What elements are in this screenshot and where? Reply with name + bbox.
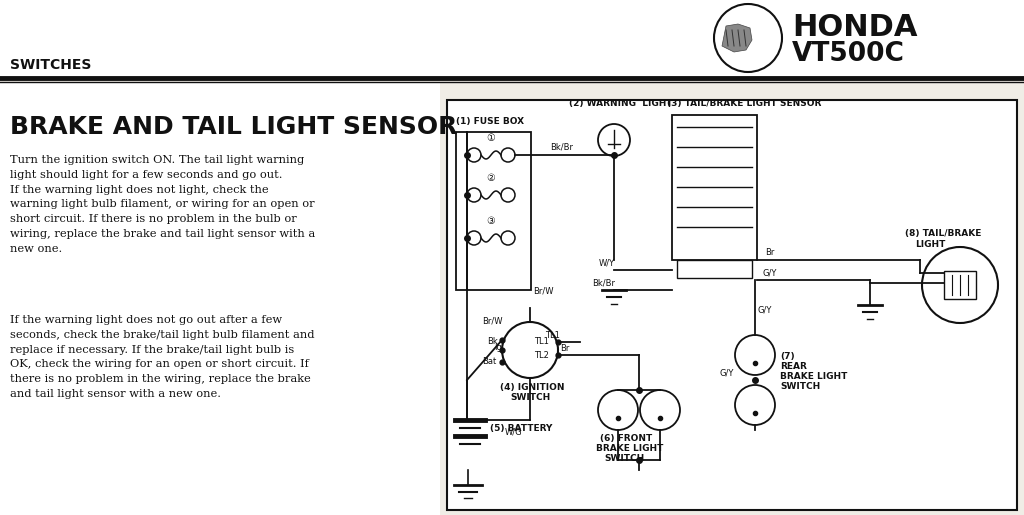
Circle shape [502,322,558,378]
Polygon shape [722,24,752,52]
Text: Ig: Ig [495,344,502,352]
Text: ①: ① [486,133,496,143]
Text: TL2: TL2 [534,351,549,359]
Text: G/Y: G/Y [758,305,772,315]
Text: (3) TAIL/BRAKE LIGHT SENSOR: (3) TAIL/BRAKE LIGHT SENSOR [667,99,821,108]
Text: SWITCHES: SWITCHES [10,58,91,72]
Text: (6) FRONT: (6) FRONT [600,434,652,443]
Text: REAR: REAR [780,362,807,371]
Text: Bk: Bk [487,337,498,347]
Text: Br/W: Br/W [482,316,503,325]
Bar [0,0,1024,80]
Text: TL1: TL1 [545,331,560,340]
Text: SWITCH: SWITCH [780,382,820,391]
Text: Bk/Br: Bk/Br [592,279,615,288]
Text: SWITCH: SWITCH [604,454,644,463]
Text: HONDA: HONDA [792,13,918,43]
Text: (4) IGNITION: (4) IGNITION [500,383,564,392]
Circle shape [598,390,638,430]
Bar [677,260,752,278]
Text: Br: Br [765,248,775,257]
Text: SWITCH: SWITCH [510,393,550,402]
Bar [0,82,440,515]
Text: (5) BATTERY: (5) BATTERY [490,423,552,433]
Text: LIGHT: LIGHT [915,240,945,249]
Text: (2) WARNING  LIGHT: (2) WARNING LIGHT [569,99,673,108]
Bar [447,100,1017,510]
Circle shape [714,4,782,72]
Text: G/Y: G/Y [720,369,734,378]
Text: TL1: TL1 [534,337,549,347]
Text: BRAKE LIGHT: BRAKE LIGHT [780,372,848,381]
Circle shape [598,124,630,156]
Text: ②: ② [486,173,496,183]
Text: Br: Br [560,344,569,353]
Text: W/G: W/G [505,427,522,437]
Text: BRAKE LIGHT: BRAKE LIGHT [596,444,664,453]
Bar [944,271,976,299]
Text: W/Y: W/Y [599,259,615,268]
Text: BRAKE AND TAIL LIGHT SENSOR: BRAKE AND TAIL LIGHT SENSOR [10,115,458,139]
Text: Turn the ignition switch ON. The tail light warning
light should light for a few: Turn the ignition switch ON. The tail li… [10,155,315,254]
Bar [672,115,757,260]
Text: If the warning light does not go out after a few
seconds, check the brake/tail l: If the warning light does not go out aft… [10,315,314,399]
Text: Bk/Br: Bk/Br [550,143,573,152]
Text: (7): (7) [780,352,795,361]
Text: Br/W: Br/W [534,286,554,295]
Text: VT500C: VT500C [792,41,905,67]
Text: Bat: Bat [481,357,496,367]
Circle shape [640,390,680,430]
Text: (8) TAIL/BRAKE: (8) TAIL/BRAKE [905,229,981,238]
Circle shape [735,335,775,375]
Text: ③: ③ [486,216,496,226]
Text: G/Y: G/Y [763,268,777,277]
Bar [456,132,531,290]
Circle shape [735,385,775,425]
Circle shape [922,247,998,323]
Text: (1) FUSE BOX: (1) FUSE BOX [456,117,524,126]
